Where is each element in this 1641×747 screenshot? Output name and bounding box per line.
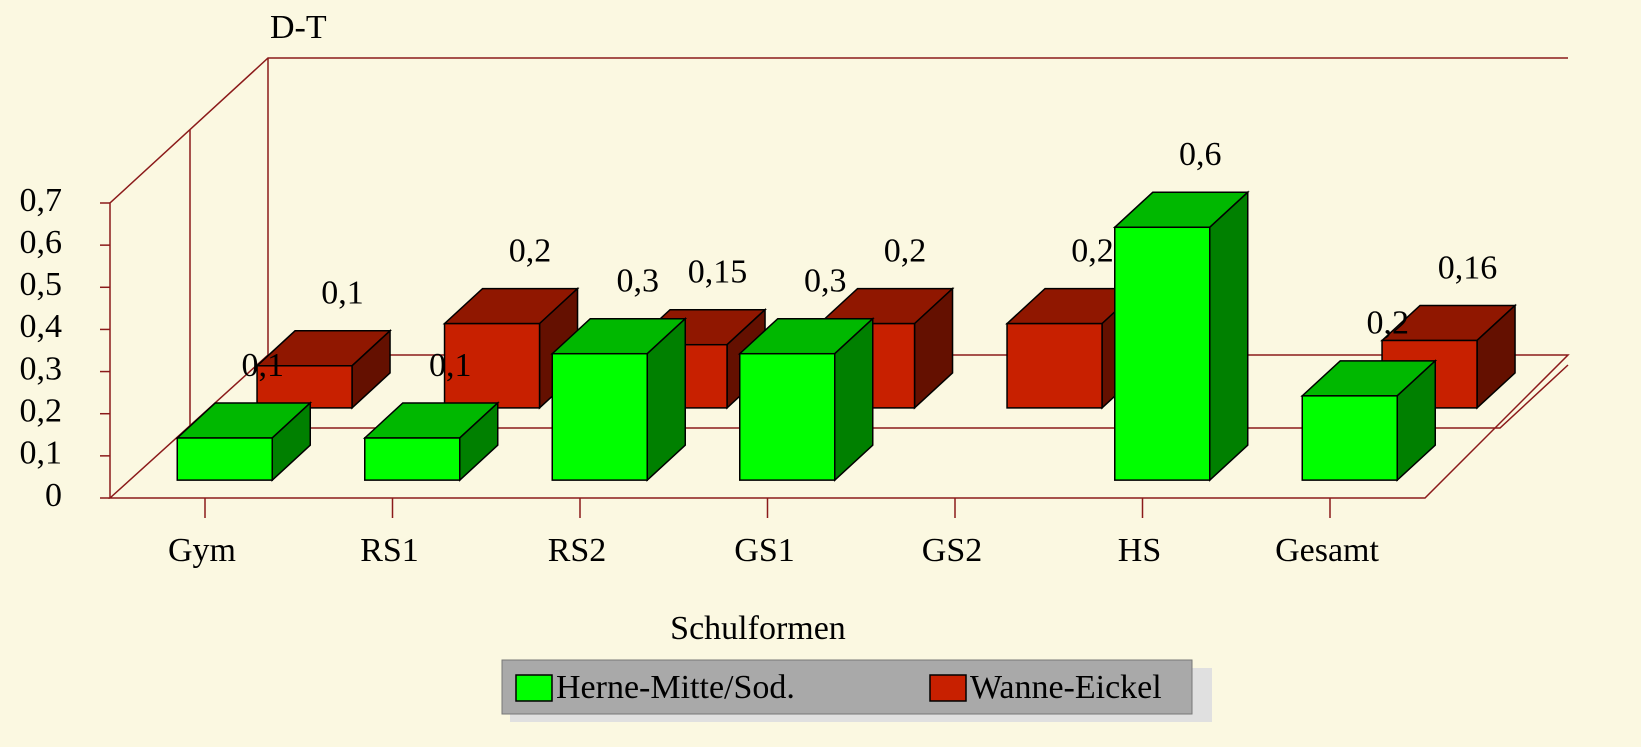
value-label: 0,2 — [884, 232, 927, 269]
x-tick-label: HS — [1118, 532, 1161, 569]
value-label: 0,2 — [1367, 305, 1410, 342]
value-label: 0,2 — [509, 232, 552, 269]
x-tick-label: GS2 — [922, 532, 982, 569]
legend-swatch — [515, 674, 553, 702]
bar — [550, 316, 688, 482]
x-tick-label: Gesamt — [1275, 532, 1379, 569]
y-tick-label: 0,3 — [20, 350, 63, 387]
y-tick-label: 0,4 — [20, 308, 63, 345]
bar — [737, 316, 875, 482]
bar — [362, 401, 500, 482]
value-label: 0,1 — [429, 347, 472, 384]
bar-front — [1301, 395, 1398, 481]
y-tick-label: 0,6 — [20, 224, 63, 261]
value-label: 0,15 — [688, 253, 748, 290]
bar-front — [364, 437, 461, 481]
legend-box — [501, 659, 1193, 715]
bars — [175, 190, 1517, 482]
value-label: 0,3 — [804, 262, 847, 299]
x-tick-label: RS1 — [360, 532, 419, 569]
bar-front — [1006, 322, 1103, 409]
x-axis-label: Schulformen — [670, 610, 846, 647]
y-tick-label: 0 — [45, 477, 62, 514]
bar — [255, 329, 392, 410]
walls — [109, 57, 1568, 498]
legend-label: Herne-Mitte/Sod. — [556, 669, 795, 706]
value-label: 0,3 — [617, 262, 660, 299]
bar-front — [1114, 226, 1211, 481]
value-label: 0,6 — [1179, 136, 1222, 173]
y-tick-label: 0,7 — [20, 182, 63, 219]
value-label: 0,1 — [321, 275, 364, 312]
legend-label: Wanne-Eickel — [970, 669, 1162, 706]
x-tick-label: RS2 — [548, 532, 607, 569]
y-tick-label: 0,5 — [20, 266, 63, 303]
bar-front — [443, 322, 541, 409]
y-tick-label: 0,1 — [20, 435, 63, 472]
bar — [175, 401, 313, 482]
legend-swatch — [929, 674, 967, 702]
bar — [1112, 190, 1250, 482]
bar-front — [739, 352, 836, 481]
bar — [1300, 359, 1438, 482]
value-label: 0,2 — [1071, 232, 1114, 269]
x-tick-label: Gym — [168, 532, 236, 569]
value-label: 0,1 — [242, 347, 285, 384]
y-axis-label: D-T — [270, 9, 327, 46]
bar-front — [551, 352, 648, 481]
value-label: 0,16 — [1438, 249, 1498, 286]
labels: 0,1 0,2 0,15 0,2 0,2 0,16 0,1 0,1 0,3 0,3 0,6 0,2 — [242, 136, 1498, 384]
bar-side — [1209, 190, 1249, 482]
x-tick-label: GS1 — [734, 532, 794, 569]
bar-front — [176, 437, 273, 481]
y-tick-label: 0,2 — [20, 393, 63, 430]
